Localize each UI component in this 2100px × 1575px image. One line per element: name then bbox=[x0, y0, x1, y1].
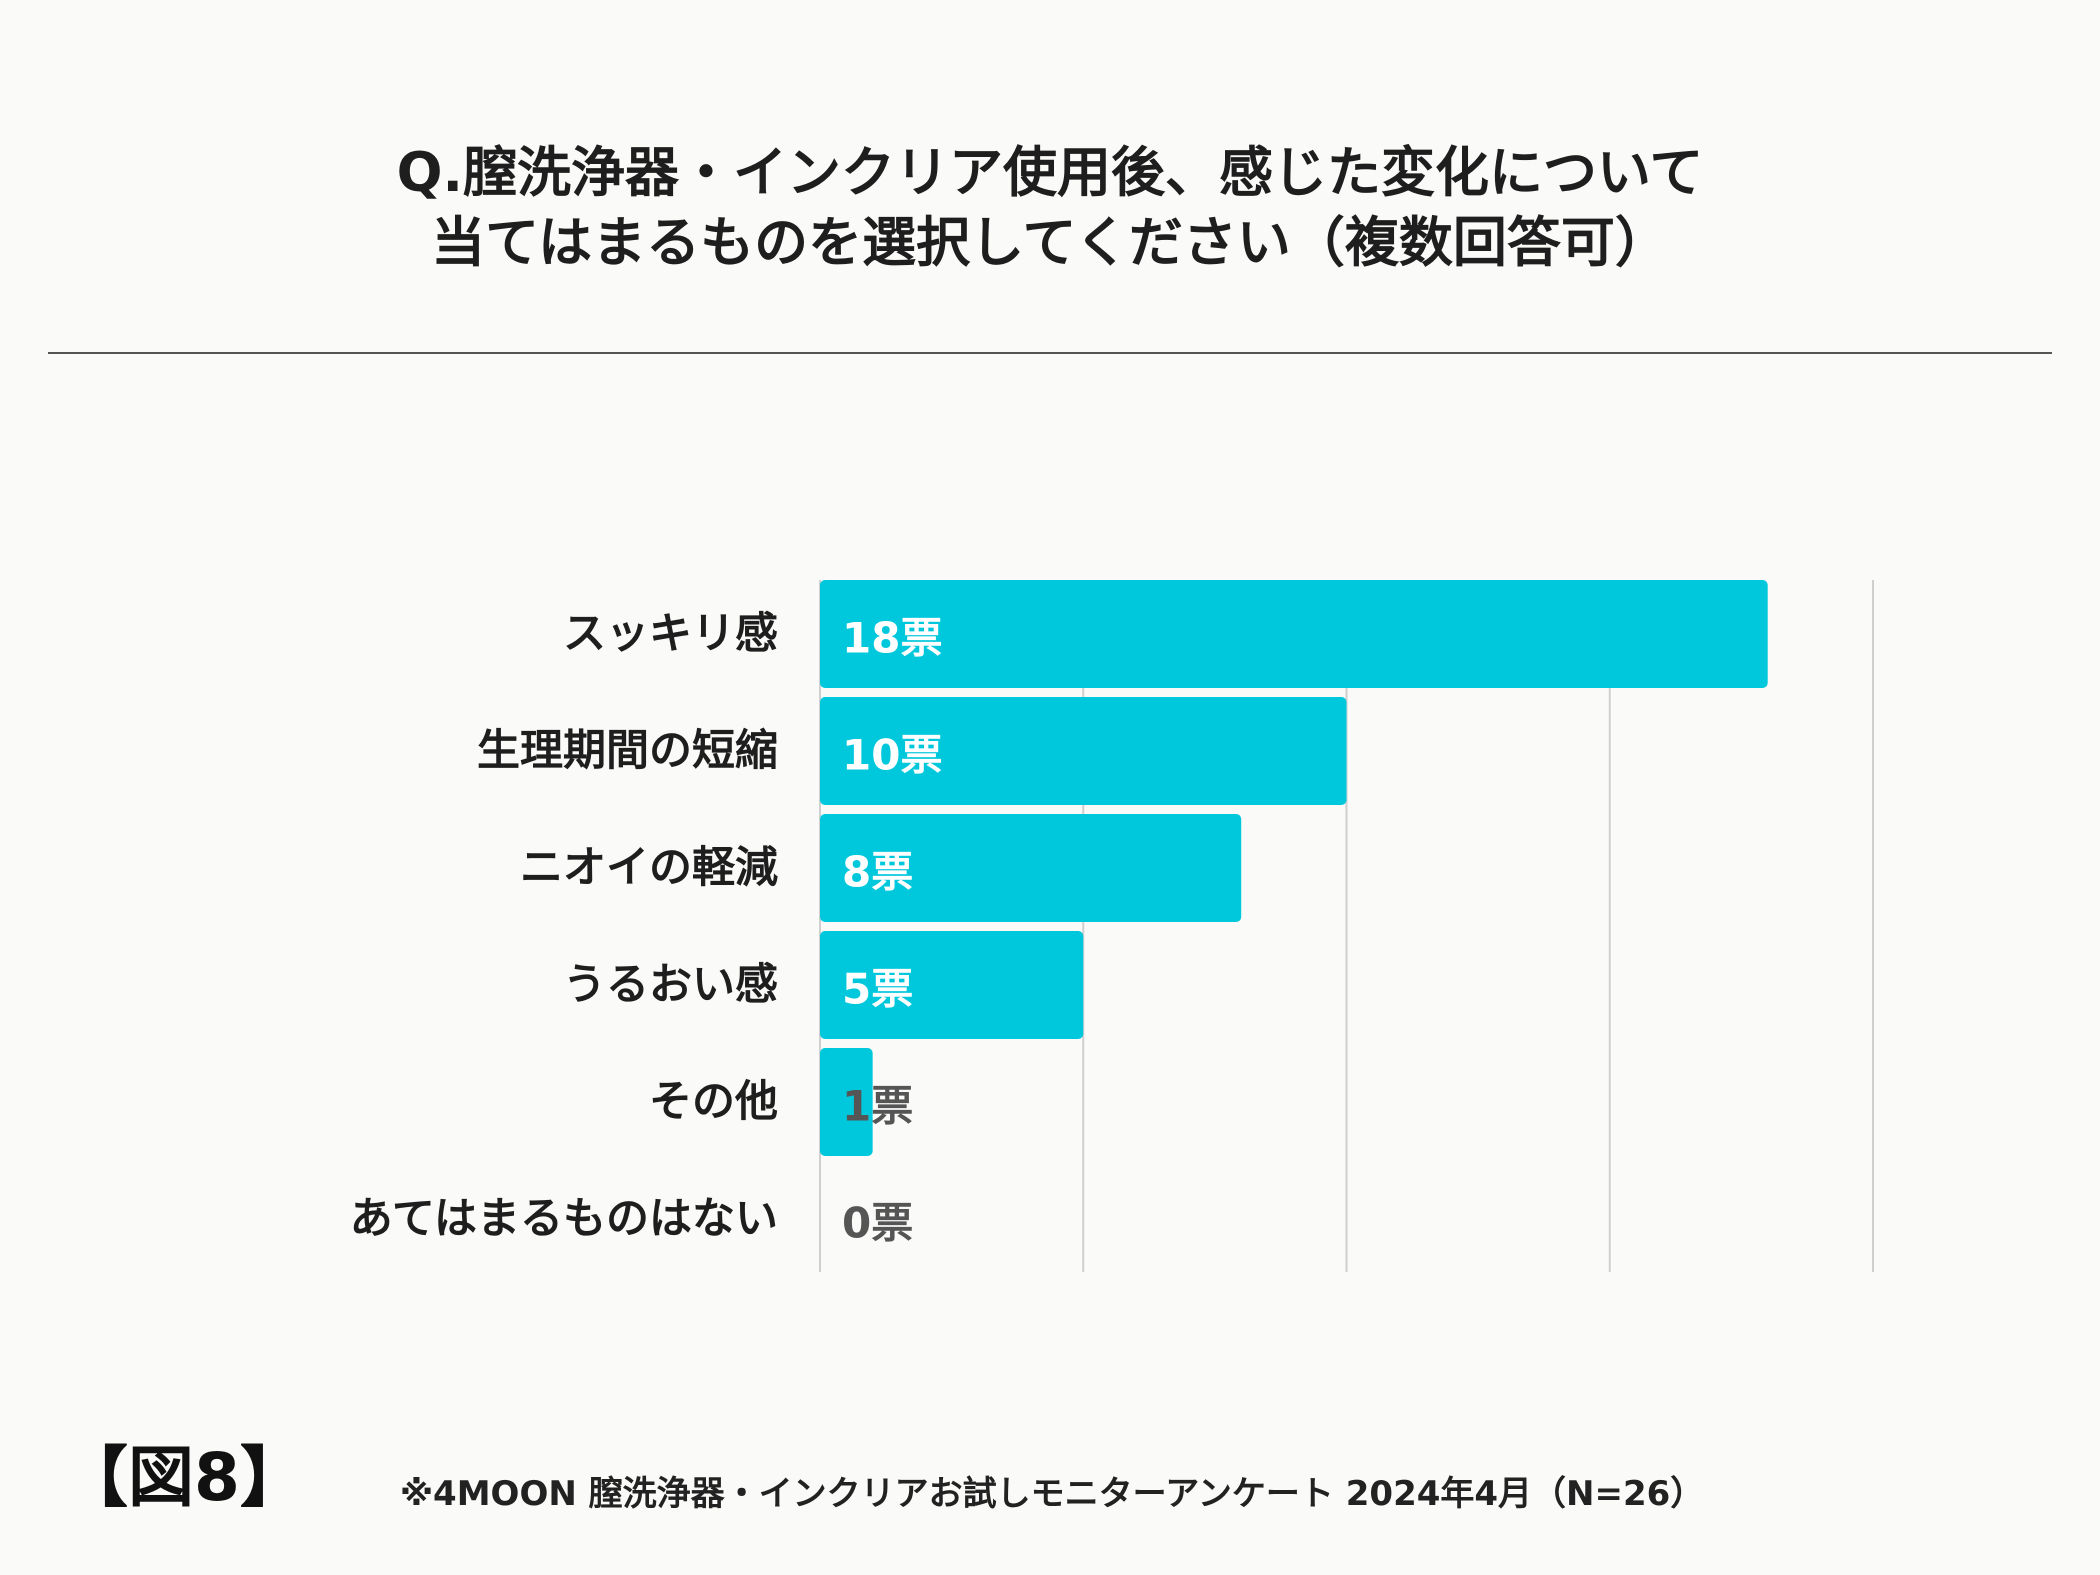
title-line-1: Q.膣洗浄器・インクリア使用後、感じた変化について bbox=[396, 141, 1704, 204]
bar-1 bbox=[820, 697, 1347, 805]
bar-2 bbox=[820, 814, 1242, 922]
data-label-0: 18票 bbox=[842, 614, 942, 663]
category-label-4: その他 bbox=[649, 1077, 778, 1127]
bar-3 bbox=[820, 931, 1084, 1039]
category-label-2: ニオイの軽減 bbox=[520, 843, 778, 893]
category-label-0: スッキリ感 bbox=[563, 609, 778, 659]
data-label-1: 10票 bbox=[842, 731, 942, 780]
data-label-5: 0票 bbox=[842, 1199, 913, 1248]
category-label-3: うるおい感 bbox=[563, 960, 778, 1010]
title-divider bbox=[48, 352, 2052, 354]
category-label-5: あてはまるものはない bbox=[350, 1194, 778, 1244]
data-label-3: 5票 bbox=[842, 965, 913, 1014]
bar-0 bbox=[820, 580, 1768, 688]
category-label-1: 生理期間の短縮 bbox=[477, 726, 778, 776]
figure-label: 【図8】 bbox=[62, 1439, 306, 1516]
grid-lines bbox=[819, 580, 1874, 1272]
footnote: ※4MOON 膣洗浄器・インクリアお試しモニターアンケート 2024年4月（N=… bbox=[400, 1474, 1705, 1514]
title-line-2: 当てはまるものを選択してください（複数回答可） bbox=[431, 211, 1669, 274]
data-label-4: 1票 bbox=[842, 1082, 913, 1131]
data-label-2: 8票 bbox=[842, 848, 913, 897]
bars bbox=[820, 580, 1768, 1156]
bar-4 bbox=[820, 1048, 873, 1156]
data-labels: 18票 10票 8票 5票 1票 0票 bbox=[842, 614, 942, 1248]
chart-title: Q.膣洗浄器・インクリア使用後、感じた変化について 当てはまるものを選択してくだ… bbox=[0, 138, 2100, 278]
